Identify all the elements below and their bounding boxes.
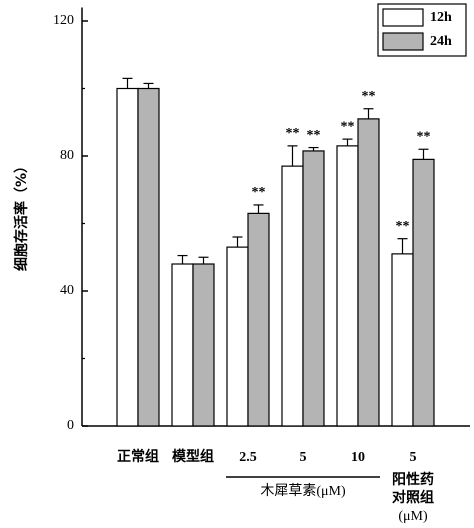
- positive-label: 阳性药: [392, 471, 434, 488]
- bar: [412, 158, 435, 427]
- x-tick-label: 2.5: [239, 450, 257, 465]
- y-tick-label: 80: [60, 148, 74, 163]
- legend-label: 24h: [430, 34, 452, 49]
- significance-mark: **: [341, 119, 355, 134]
- bar: [247, 212, 270, 427]
- significance-mark: **: [252, 185, 266, 200]
- y-tick-label: 0: [67, 418, 74, 433]
- y-tick-label: 40: [60, 283, 74, 298]
- positive-label: 对照组: [392, 489, 434, 506]
- group-label: 木犀草素(μM): [260, 483, 346, 499]
- x-tick-label: 5: [410, 450, 417, 465]
- x-tick-label: 10: [351, 450, 365, 465]
- legend-swatch: [382, 32, 424, 51]
- bar: [302, 150, 325, 427]
- bar: [281, 165, 304, 427]
- x-tick-label: 5: [300, 450, 307, 465]
- y-axis-label: 细胞存活率（%）: [13, 159, 30, 271]
- x-tick-label: 正常组: [117, 448, 159, 465]
- bar: [116, 87, 139, 427]
- bar: [171, 263, 194, 427]
- significance-mark: **: [286, 126, 300, 141]
- bar: [336, 145, 359, 427]
- y-tick-label: 120: [53, 13, 74, 28]
- significance-mark: **: [307, 128, 321, 143]
- bar: [391, 253, 414, 427]
- significance-mark: **: [396, 219, 410, 234]
- bar: [137, 87, 160, 427]
- bar: [357, 118, 380, 427]
- legend-label: 12h: [430, 10, 452, 25]
- legend-swatch: [382, 8, 424, 27]
- x-tick-label: 模型组: [172, 448, 214, 465]
- significance-mark: **: [417, 129, 431, 144]
- positive-label: (μM): [398, 509, 428, 524]
- bar: [192, 263, 215, 427]
- significance-mark: **: [362, 89, 376, 104]
- bar: [226, 246, 249, 427]
